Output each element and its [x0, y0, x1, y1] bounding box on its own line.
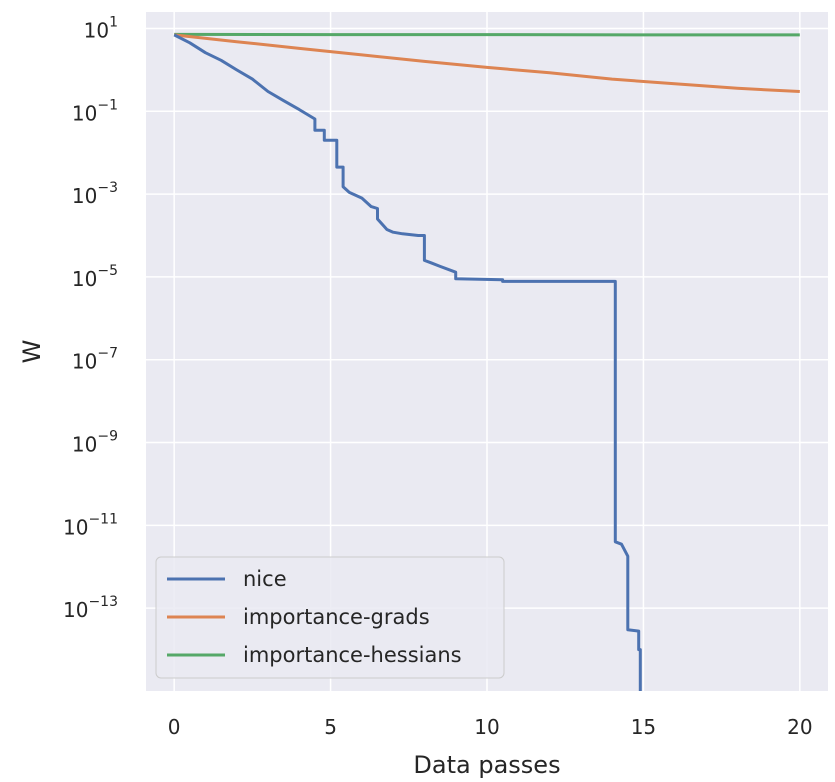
series-lines: [173, 32, 800, 691]
x-tick-label: 10: [474, 715, 499, 739]
x-tick-label: 5: [324, 715, 337, 739]
legend: nice importance-grads importance-hessians: [155, 556, 505, 679]
legend-label: importance-grads: [243, 605, 430, 629]
x-tick-label: 20: [787, 715, 812, 739]
y-axis-label: W: [18, 340, 46, 364]
series-line-nice: [173, 33, 642, 691]
x-axis-label: Data passes: [413, 751, 560, 779]
x-tick-label: 15: [631, 715, 656, 739]
y-tick-label: 101: [84, 14, 118, 42]
x-tick-label: 0: [168, 715, 181, 739]
y-tick-label: 10−5: [72, 263, 118, 291]
series-line-importance-grads: [174, 33, 800, 93]
y-tick-label: 10−11: [63, 511, 118, 539]
y-tick-label: 10−1: [72, 97, 118, 125]
y-tick-label: 10−7: [72, 346, 118, 374]
legend-box: [155, 556, 505, 679]
gridlines: [146, 12, 828, 691]
legend-label: nice: [243, 567, 287, 591]
series-line-importance-hessians: [174, 32, 800, 37]
y-tick-label: 10−9: [72, 429, 118, 457]
y-tick-label: 10−13: [63, 594, 118, 622]
tick-labels: 0 5 10 15 20 101 10−1 10−3 10−5 10−7 10−9 10−11 10−1…: [63, 14, 813, 739]
legend-label: importance-hessians: [243, 643, 462, 667]
y-tick-label: 10−3: [72, 180, 118, 208]
